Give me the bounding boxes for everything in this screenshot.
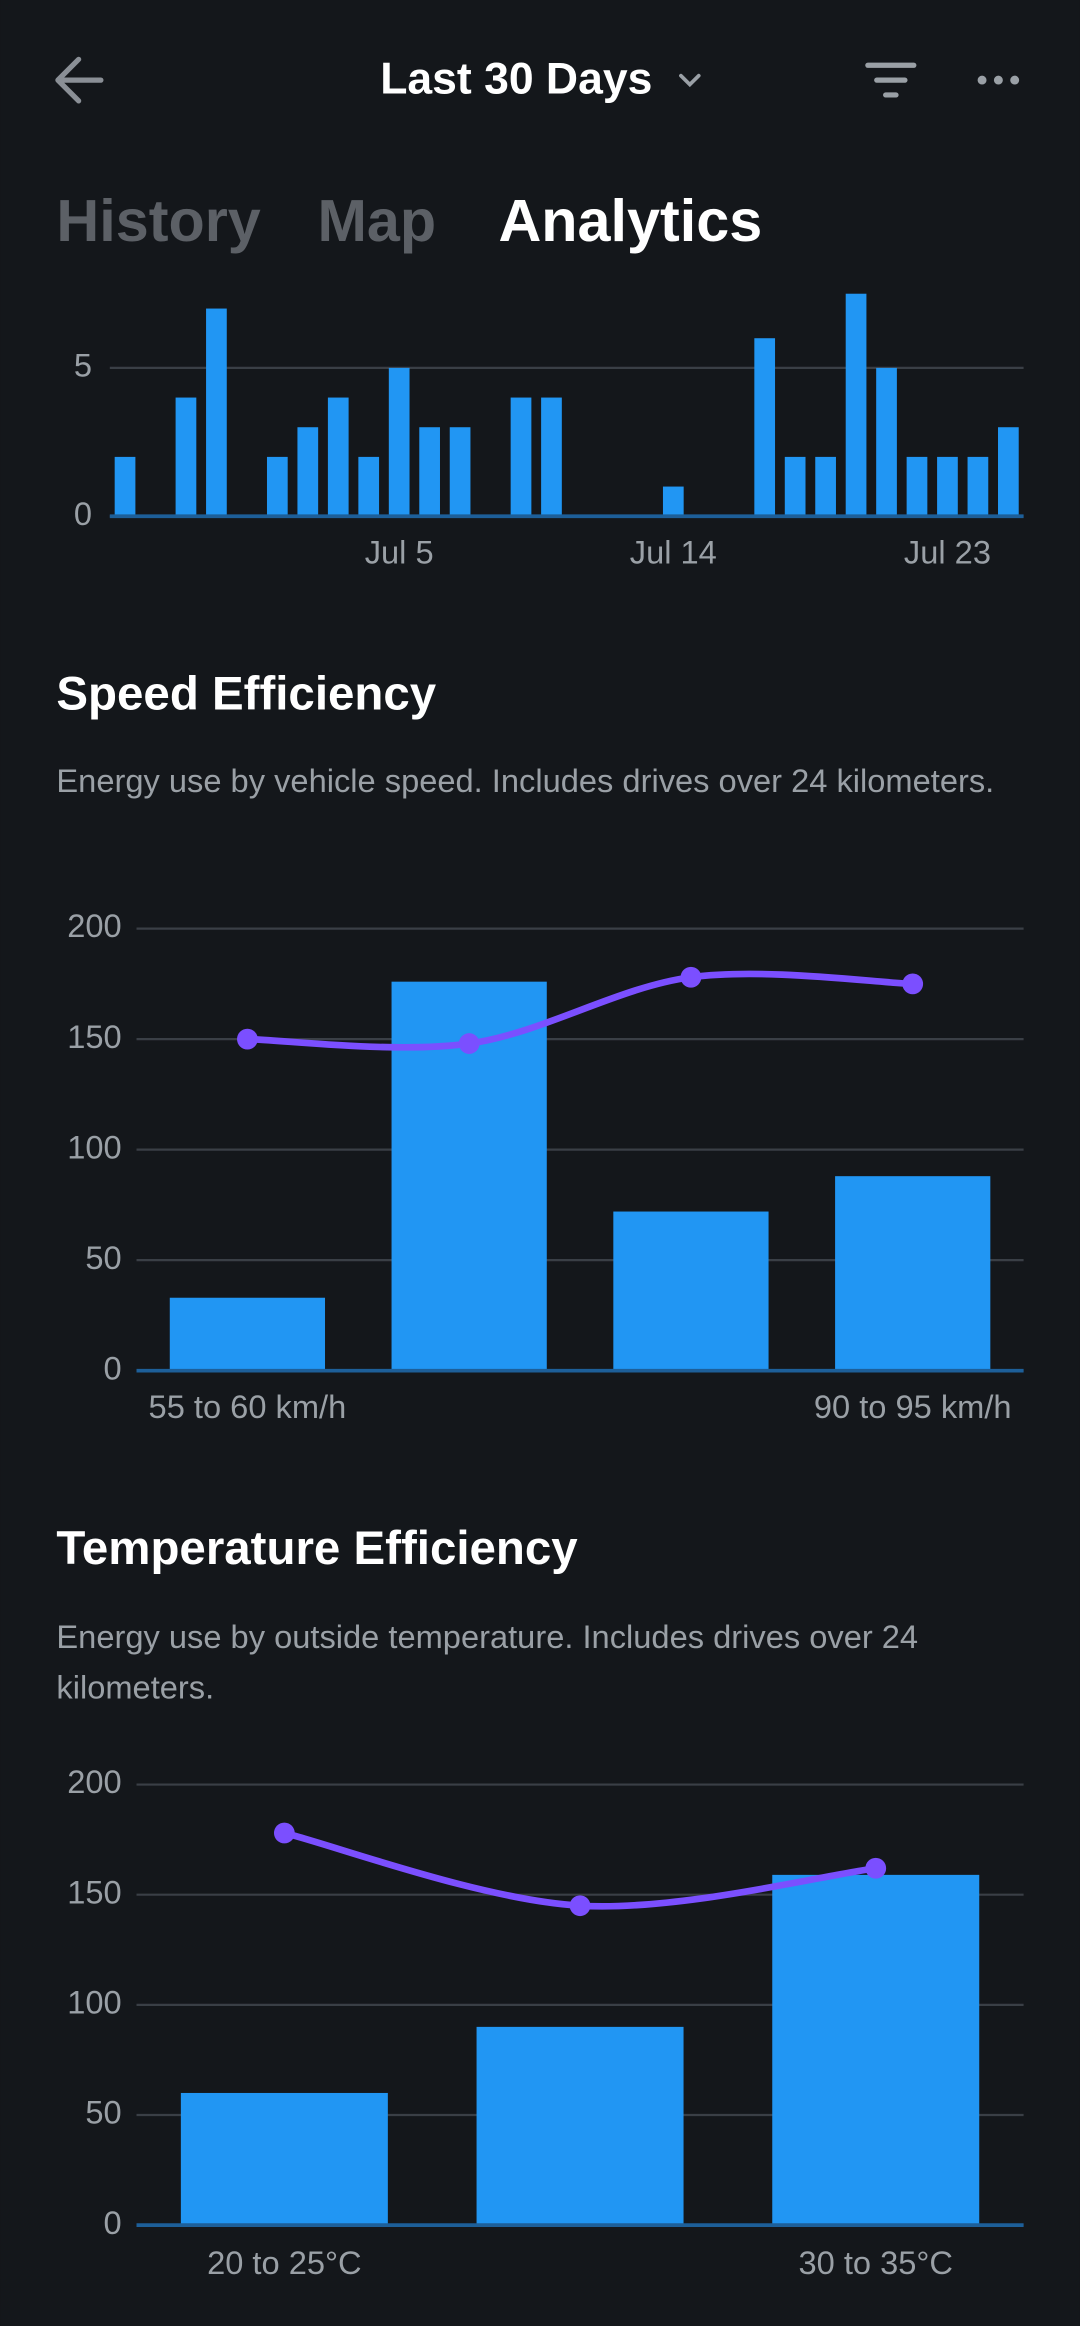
bar: [175, 397, 197, 517]
y-tick-label: 100: [67, 1983, 121, 2020]
bar: [845, 293, 867, 517]
x-tick-label: 90 to 95 km/h: [814, 1388, 1012, 1425]
x-tick-label: Jul 14: [630, 533, 717, 570]
bar: [449, 427, 471, 517]
more-dot: [1010, 75, 1020, 85]
chart-subtitle: Energy use by outside temperature. Inclu…: [56, 1618, 919, 1706]
y-tick-label: 0: [74, 495, 92, 532]
x-tick-label: 20 to 25°C: [207, 2244, 362, 2281]
bar: [784, 456, 806, 517]
chart-title: Speed Efficiency: [56, 668, 436, 721]
bar: [180, 2092, 388, 2226]
more-button[interactable]: [977, 75, 1020, 85]
line-point: [237, 1028, 258, 1050]
tab[interactable]: History: [56, 187, 260, 254]
line-point: [680, 966, 702, 988]
more-dot: [993, 75, 1003, 85]
bar: [998, 427, 1019, 517]
bar: [754, 338, 776, 517]
line: [244, 970, 917, 1051]
bar: [388, 367, 410, 517]
more-dot: [977, 75, 987, 85]
chart-subtitle-box: Energy use by outside temperature. Inclu…: [56, 1618, 919, 1706]
bar: [510, 397, 532, 517]
y-tick-label: 150: [67, 1873, 121, 1910]
y-tick-label: 0: [104, 1349, 122, 1386]
tab[interactable]: Analytics: [498, 187, 762, 254]
filter-button[interactable]: [865, 62, 917, 98]
y-tick-label: 0: [104, 2204, 122, 2241]
y-tick-label: 200: [67, 907, 121, 944]
bar: [541, 397, 562, 517]
bars: [114, 293, 1019, 517]
line-point: [865, 1857, 887, 1879]
bar: [358, 456, 380, 517]
y-tick-label: 100: [67, 1128, 121, 1165]
dropdown-chevron[interactable]: [679, 73, 701, 88]
bar: [266, 456, 288, 517]
bar: [937, 456, 958, 517]
bars: [180, 1874, 980, 2226]
bar: [772, 1874, 980, 2226]
bar: [906, 456, 928, 517]
line-point: [902, 973, 924, 995]
bar: [297, 427, 319, 517]
line-point: [273, 1822, 295, 1844]
back-button[interactable]: [55, 56, 104, 104]
x-tick-label: Jul 23: [904, 533, 991, 570]
y-tick-label: 5: [74, 347, 92, 384]
bar: [662, 486, 684, 517]
header-title[interactable]: Last 30 Days: [380, 54, 652, 103]
y-tick-label: 200: [67, 1763, 121, 1800]
x-tick-label: 30 to 35°C: [798, 2244, 953, 2281]
line-point: [569, 1895, 591, 1917]
bar: [876, 367, 897, 517]
x-tick-label: 55 to 60 km/h: [149, 1388, 347, 1425]
y-tick-label: 50: [85, 2094, 121, 2131]
line-point: [458, 1033, 480, 1054]
bar: [419, 427, 440, 517]
y-tick-label: 50: [85, 1239, 121, 1276]
bar: [815, 456, 836, 517]
bar: [613, 1211, 769, 1371]
bar: [327, 397, 349, 517]
tab[interactable]: Map: [317, 187, 436, 254]
bar: [835, 1176, 991, 1371]
chart-subtitle: Energy use by vehicle speed. Includes dr…: [56, 762, 995, 800]
bar: [967, 456, 989, 517]
bar: [114, 456, 136, 517]
back-arrow: [55, 56, 104, 104]
bar: [169, 1297, 326, 1371]
x-tick-label: Jul 5: [365, 533, 434, 570]
chart-subtitle-box: Energy use by vehicle speed. Includes dr…: [56, 762, 995, 800]
bar: [476, 2026, 684, 2226]
y-tick-label: 150: [67, 1018, 121, 1055]
chart-title: Temperature Efficiency: [56, 1522, 578, 1575]
bar: [206, 308, 227, 517]
chart: Speed Efficiency Energy use by vehicle sp…: [56, 668, 1024, 1425]
chart: Temperature Efficiency Energy use by outs…: [56, 1522, 1024, 2281]
chart: 0 5 Jul 5 Jul 14 Jul 23: [74, 293, 1024, 570]
